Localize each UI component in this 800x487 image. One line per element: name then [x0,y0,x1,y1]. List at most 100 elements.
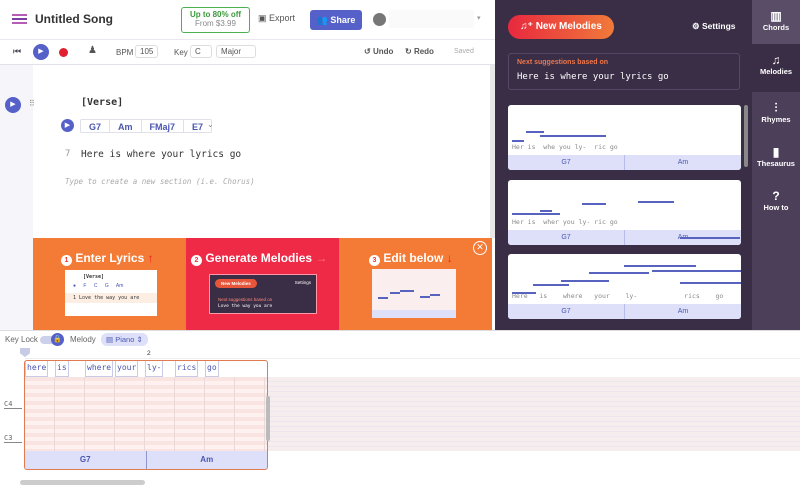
export-button[interactable]: ▣ Export [258,13,295,24]
piano-roll: Key Lock 🔒 Melody ▤ Piano ⇕ 2 here is wher… [0,330,800,487]
mini-section: [Verse] [83,274,105,280]
section-play-button[interactable]: ▶ [5,97,21,113]
chord-chip[interactable]: FMaj7 [142,120,185,132]
lyric-line[interactable]: Here is where your lyrics go [81,149,242,160]
menu-icon[interactable] [12,14,27,24]
chord-play-button[interactable]: ▶ [61,119,74,132]
section-label[interactable]: [Verse] [81,97,124,108]
mini-panel-preview: New Melodies Settings Next suggestions b… [209,274,317,314]
tab-chords[interactable]: ▥ Chords [752,0,800,44]
mini-chords: ● F C G Am [73,283,124,289]
step-number: 1 [61,255,72,266]
new-melodies-label: New Melodies [535,21,602,32]
panel-scrollbar[interactable] [744,105,748,167]
settings-button[interactable]: ⚙ Settings [692,21,736,32]
undo-button[interactable]: ↺ Undo [364,47,394,56]
mini-new-melodies: New Melodies [215,279,257,288]
close-banner-button[interactable]: ✕ [473,241,487,255]
book-icon: ▮ [772,145,780,159]
melody-note [561,279,609,282]
chord-chip[interactable]: G7 [81,120,111,132]
instrument-select[interactable]: ▤ Piano ⇕ [101,333,148,346]
tab-rhymes[interactable]: ⫶ Rhymes [752,92,800,136]
tab-label: Melodies [759,67,793,76]
key-select[interactable]: C [190,45,212,58]
chord-chip[interactable]: E7 [192,122,204,132]
card-chord: G7 [508,304,625,319]
piano-icon: ▤ [106,335,114,344]
skip-back-icon[interactable]: ⏮ [13,46,22,56]
tab-label: Chords [762,23,790,32]
melody-note [512,291,536,294]
redo-button[interactable]: ↻ Redo [405,47,434,56]
suggestion-basis: Next suggestions based on Here is where … [508,53,740,90]
header: Untitled Song Up to 80% off From $3.99 ▣… [0,0,495,40]
editor-pane: Untitled Song Up to 80% off From $3.99 ▣… [0,0,495,330]
melody-note [540,210,552,213]
lyric-word[interactable]: your [115,361,139,377]
chord-block[interactable]: Am [200,455,214,464]
mini-chord: F [83,283,87,289]
new-melodies-button[interactable]: ♫⁺ New Melodies [508,15,614,39]
suggestion-text: Here is where your lyrics go [517,72,669,82]
song-title[interactable]: Untitled Song [35,12,113,26]
mode-select[interactable]: Major [216,45,256,58]
horizontal-scrollbar[interactable] [20,480,145,485]
undo-label: Undo [372,47,394,56]
tab-melodies[interactable]: ♫ Melodies [752,44,800,92]
ruler [25,348,800,359]
promo-line1: Up to 80% off [189,10,242,19]
pitch-label-c4: C4 [4,400,22,409]
selected-region-grid[interactable] [25,377,267,451]
melody-note [652,270,741,272]
step-label: Enter Lyrics [75,251,145,265]
bpm-input[interactable]: 105 [135,45,159,58]
melody-suggestion-card[interactable]: Here is where your ly- rics go G7 Am [508,254,741,319]
playhead-handle[interactable] [20,348,30,357]
tab-how-to[interactable]: ? How to [752,180,800,224]
avatar[interactable] [373,13,386,26]
lyric-word[interactable]: ly- [145,361,164,377]
export-icon: ▣ [258,13,267,23]
lyric-word[interactable]: is [55,361,69,377]
melody-note [554,135,584,138]
chord-track: G7 Am [25,451,267,469]
record-button[interactable] [59,48,68,57]
play-button[interactable]: ▶ [33,44,49,60]
drag-handle-icon[interactable]: ⠿ [29,99,35,108]
melody-suggestion-card[interactable]: Her is whe you ly- ric go G7 Am [508,105,741,170]
promo-line2: From $3.99 [195,19,236,28]
lyric-word[interactable]: where [85,361,114,377]
chevron-down-icon[interactable]: ▾ [477,15,481,22]
onboarding-banner: 1 Enter Lyrics ↑ 2 Generate Melodies → 3… [33,238,492,330]
lyric-word[interactable]: go [205,361,219,377]
scrollbar[interactable] [490,65,495,238]
new-section-input[interactable]: Type to create a new section (i.e. Choru… [65,177,255,186]
tab-thesaurus[interactable]: ▮ Thesaurus [752,136,800,180]
mini-chord: C [93,283,98,289]
metronome-icon[interactable]: ♟ [88,45,97,56]
chord-block[interactable]: G7 [25,451,147,469]
melody-note [680,236,740,239]
account-dropdown[interactable] [389,10,474,28]
chord-chip[interactable]: Am [110,120,142,132]
melody-note [512,140,524,143]
users-icon: 👥 [316,15,328,25]
arrow-down-icon: ↓ [446,251,453,265]
mini-roll-preview [372,269,456,318]
piano-icon: ▥ [770,9,782,23]
mini-editor-preview: [Verse] ● F C G Am 1 Love the way you ar… [65,270,157,316]
lyric-word[interactable]: rics [175,361,199,377]
card-chord: G7 [508,155,625,170]
lyric-word[interactable]: here [25,361,49,377]
share-button[interactable]: 👥 Share [310,10,362,30]
bar-number: 2 [147,350,151,357]
suggestion-caption: Next suggestions based on [517,59,609,66]
promo-button[interactable]: Up to 80% off From $3.99 [181,7,250,33]
side-tabs: ▥ Chords ♫ Melodies ⫶ Rhymes ▮ Thesaurus ? Ho… [752,0,800,330]
chevron-down-icon[interactable]: ⌄ [207,120,214,129]
music-plus-icon: ♫⁺ [520,21,533,32]
step-label: Edit below [383,251,444,265]
vertical-scrollbar[interactable] [266,396,270,441]
